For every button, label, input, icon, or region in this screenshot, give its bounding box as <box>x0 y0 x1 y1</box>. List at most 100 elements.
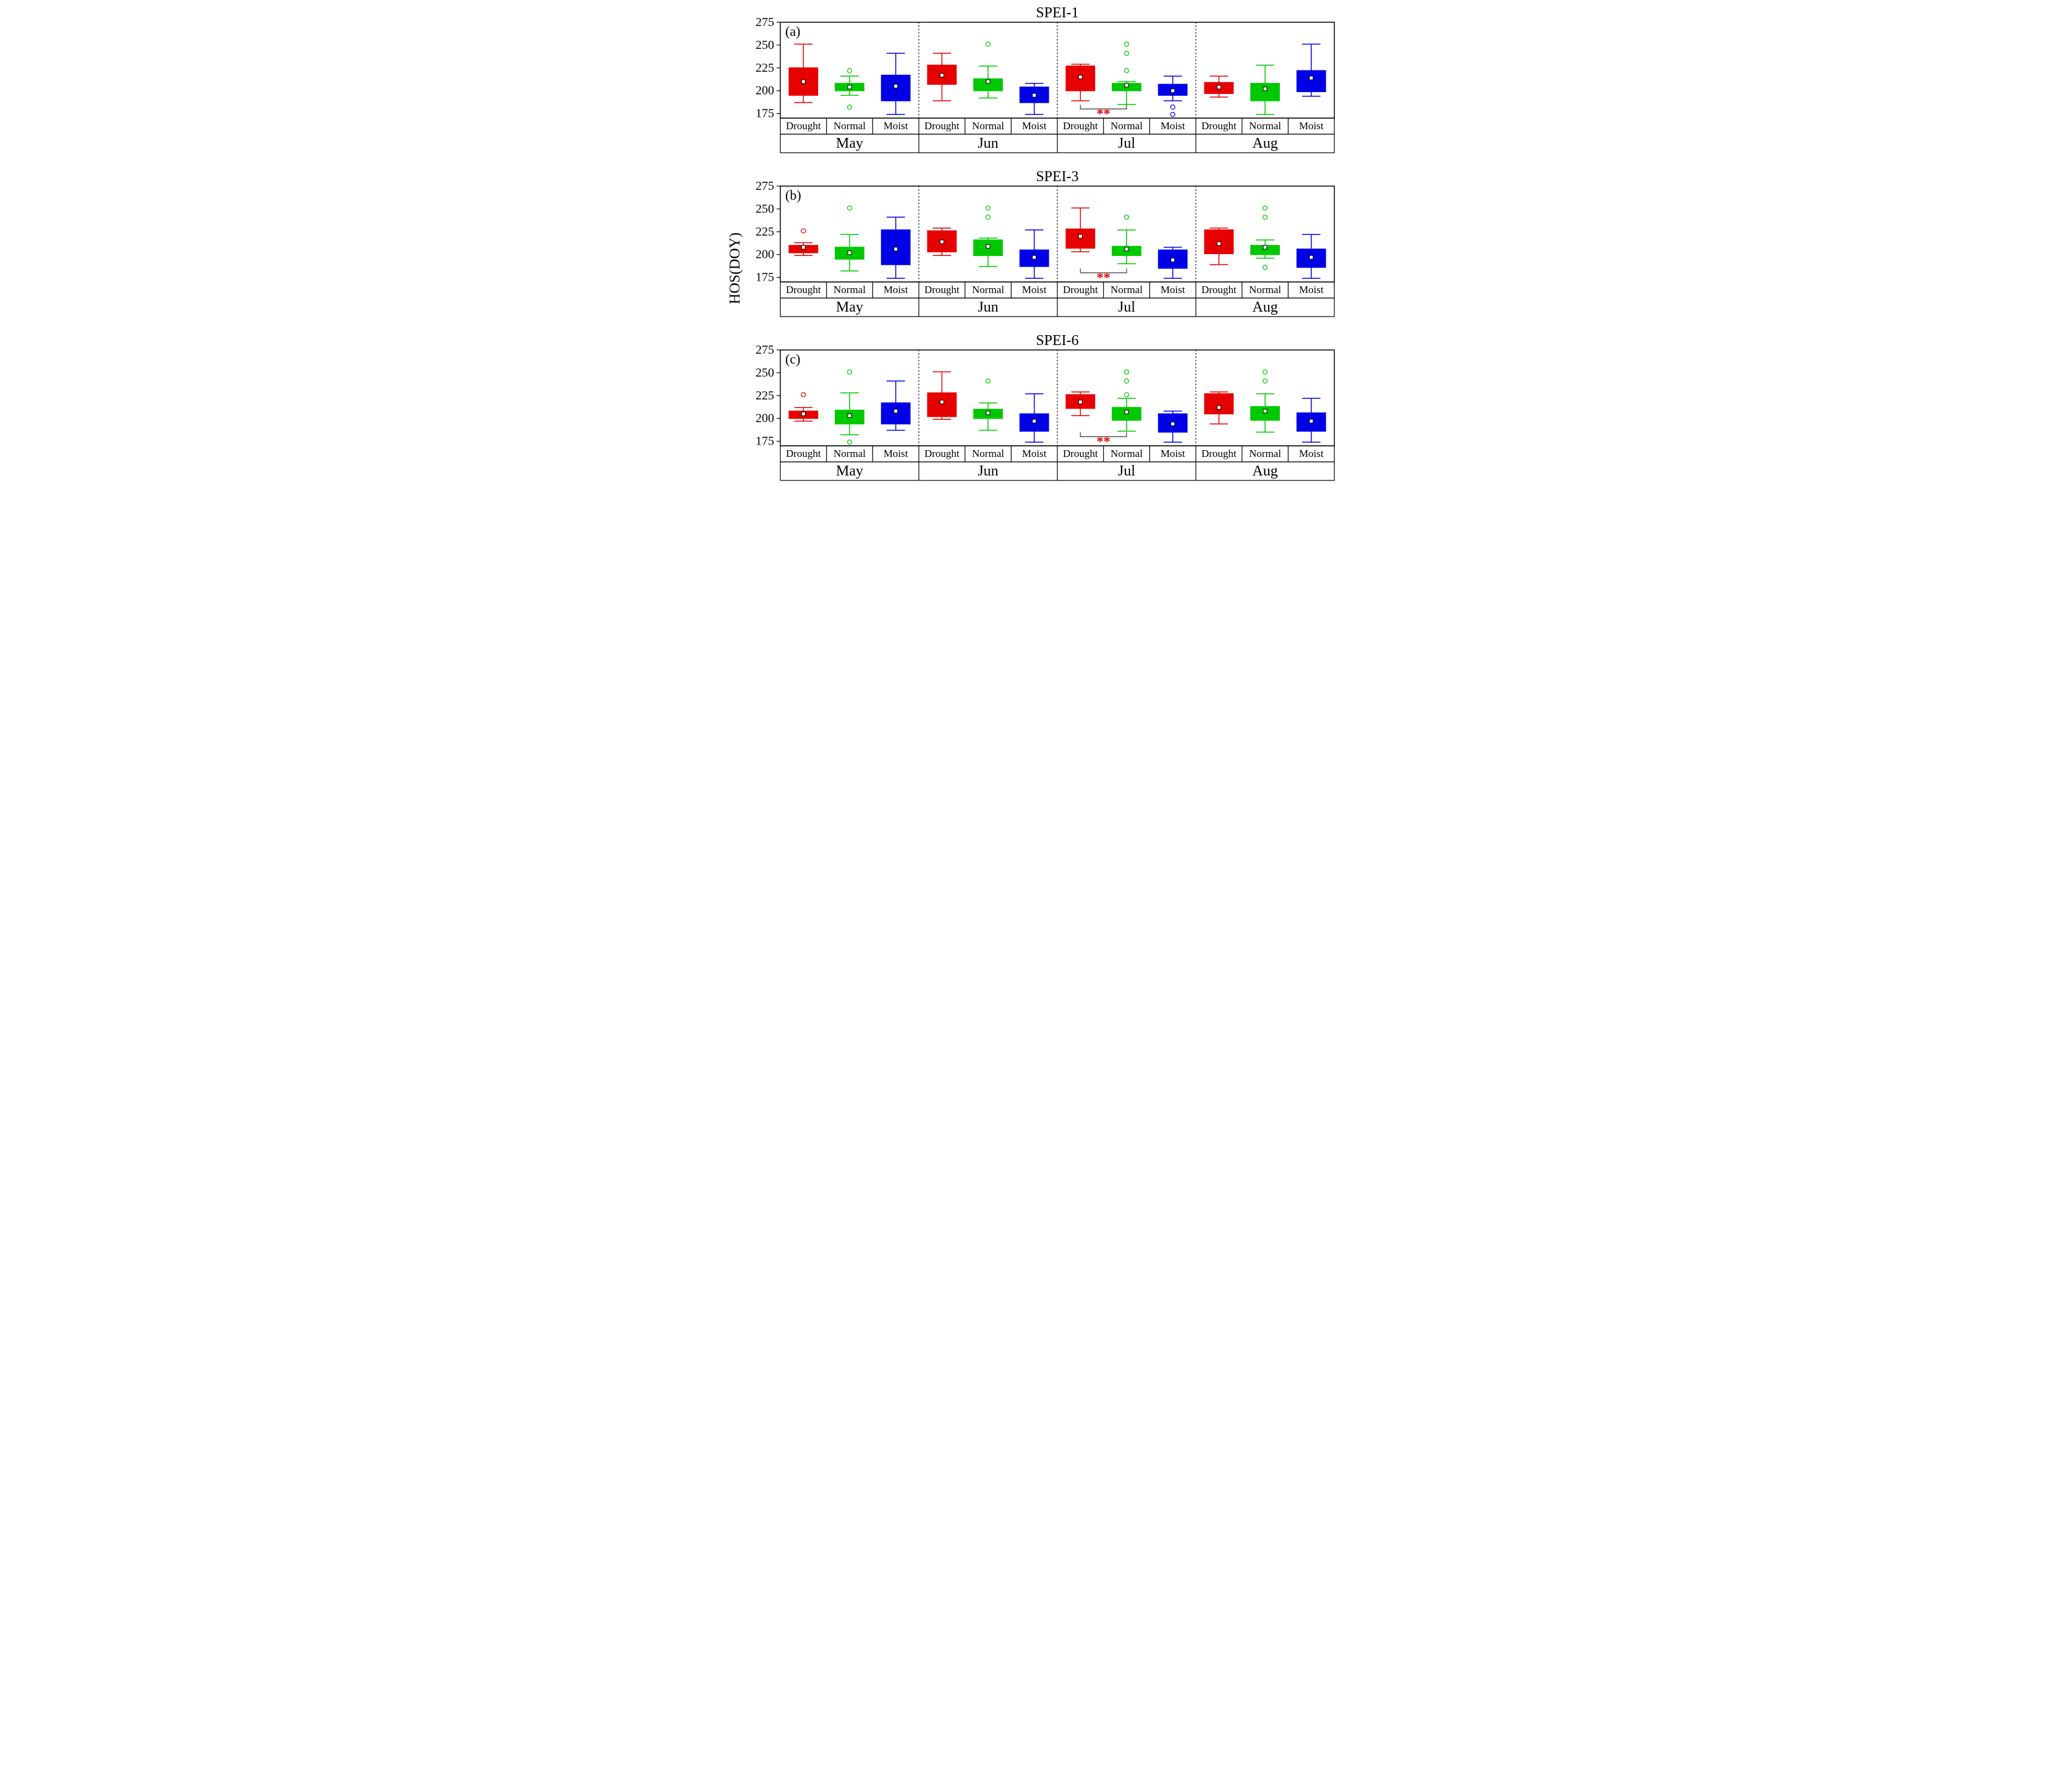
median-marker <box>1032 255 1036 259</box>
median-marker <box>1263 87 1267 91</box>
median-marker <box>940 400 944 404</box>
median-marker <box>1032 419 1036 423</box>
box <box>1066 229 1094 248</box>
condition-label: Drought <box>1062 448 1098 459</box>
ytick-label: 225 <box>756 61 774 75</box>
month-label: Jul <box>1117 299 1135 315</box>
month-label: Jun <box>978 135 998 151</box>
month-label: Jul <box>1117 135 1135 151</box>
condition-label: Normal <box>833 120 866 132</box>
box <box>881 403 910 424</box>
ytick-label: 175 <box>756 107 774 121</box>
median-marker <box>1125 247 1128 251</box>
median-marker <box>1125 410 1128 414</box>
condition-label: Drought <box>924 448 959 459</box>
condition-label: Drought <box>1201 448 1236 459</box>
ytick-label: 275 <box>756 343 774 357</box>
condition-label: Moist <box>1298 448 1323 459</box>
median-marker <box>893 247 897 251</box>
panel-label: (c) <box>785 351 800 367</box>
median-marker <box>986 244 990 248</box>
month-label: Aug <box>1252 299 1277 315</box>
condition-label: Normal <box>972 448 1004 459</box>
figure-root: HOS(DOY)SPEI-1175200225250275**(a)Drough… <box>726 0 1347 537</box>
median-marker <box>848 414 851 417</box>
condition-label: Drought <box>785 448 821 459</box>
condition-label: Normal <box>1249 120 1281 132</box>
condition-label: Normal <box>1111 448 1143 459</box>
condition-label: Drought <box>1062 120 1098 132</box>
median-marker <box>940 74 944 77</box>
panel-label: (a) <box>785 23 800 39</box>
median-marker <box>986 80 990 83</box>
ytick-label: 175 <box>756 435 774 448</box>
condition-label: Normal <box>833 448 866 459</box>
condition-label: Moist <box>1021 120 1046 132</box>
condition-label: Moist <box>883 120 908 132</box>
ytick-label: 250 <box>756 366 774 380</box>
condition-label: Normal <box>833 284 866 296</box>
condition-label: Drought <box>924 120 959 132</box>
condition-label: Moist <box>883 448 908 459</box>
median-marker <box>1125 83 1128 87</box>
condition-label: Moist <box>1021 448 1046 459</box>
panel-label: (b) <box>785 187 801 203</box>
median-marker <box>848 85 851 89</box>
condition-label: Moist <box>1021 284 1046 296</box>
ytick-label: 175 <box>756 271 774 284</box>
median-marker <box>1032 93 1036 97</box>
month-label: Aug <box>1252 135 1277 151</box>
condition-label: Drought <box>785 120 821 132</box>
ytick-label: 250 <box>756 202 774 216</box>
median-marker <box>1170 258 1174 262</box>
median-marker <box>1078 234 1082 238</box>
condition-label: Normal <box>1249 448 1281 459</box>
median-marker <box>1170 422 1174 426</box>
condition-label: Moist <box>883 284 908 296</box>
median-marker <box>1170 89 1174 93</box>
panel-title: SPEI-6 <box>1036 333 1078 349</box>
condition-label: Drought <box>785 284 821 296</box>
ytick-label: 275 <box>756 15 774 29</box>
box <box>1250 407 1279 420</box>
condition-label: Normal <box>972 284 1004 296</box>
condition-label: Moist <box>1298 284 1323 296</box>
condition-label: Moist <box>1298 120 1323 132</box>
condition-label: Drought <box>1201 120 1236 132</box>
median-marker <box>1078 75 1082 79</box>
ytick-label: 200 <box>756 412 774 425</box>
median-marker <box>848 251 851 255</box>
ytick-label: 250 <box>756 38 774 52</box>
condition-label: Moist <box>1160 284 1185 296</box>
y-axis-label: HOS(DOY) <box>727 232 743 304</box>
median-marker <box>986 411 990 415</box>
median-marker <box>801 412 805 416</box>
ytick-label: 200 <box>756 248 774 262</box>
median-marker <box>893 84 897 88</box>
ytick-label: 200 <box>756 84 774 98</box>
median-marker <box>801 245 805 249</box>
month-label: Jul <box>1117 463 1135 479</box>
month-label: May <box>836 463 863 479</box>
box <box>927 393 956 416</box>
condition-label: Drought <box>1062 284 1098 296</box>
month-label: May <box>836 135 863 151</box>
median-marker <box>1078 400 1082 404</box>
condition-label: Moist <box>1160 120 1185 132</box>
month-label: May <box>836 299 863 315</box>
condition-label: Normal <box>1111 120 1143 132</box>
median-marker <box>1217 406 1221 409</box>
median-marker <box>1309 255 1313 259</box>
median-marker <box>893 409 897 413</box>
median-marker <box>1263 409 1267 413</box>
panel-title: SPEI-1 <box>1036 5 1078 21</box>
condition-label: Moist <box>1160 448 1185 459</box>
median-marker <box>1309 419 1313 423</box>
median-marker <box>1263 245 1267 249</box>
median-marker <box>1217 242 1221 245</box>
ytick-label: 275 <box>756 179 774 193</box>
median-marker <box>801 80 805 83</box>
condition-label: Drought <box>1201 284 1236 296</box>
condition-label: Normal <box>1111 284 1143 296</box>
median-marker <box>1309 76 1313 80</box>
